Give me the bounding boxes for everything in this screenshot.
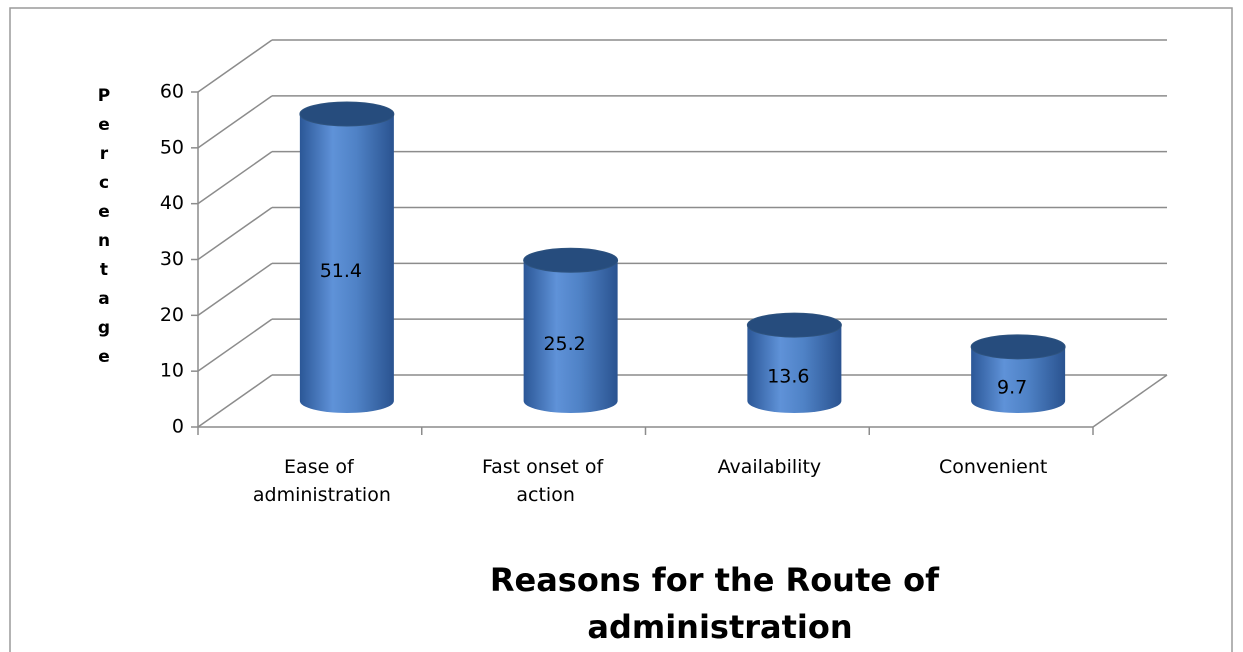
bar <box>523 247 619 413</box>
x-tick-label: Fast onset of action <box>482 456 609 506</box>
y-tick-label: 60 <box>160 81 184 103</box>
grid-line <box>197 95 273 149</box>
grid-line <box>197 206 273 261</box>
bar-top <box>299 101 395 127</box>
frame <box>9 7 1233 652</box>
y-tick-label: 40 <box>160 192 184 214</box>
grid-line <box>197 262 273 316</box>
grid-line <box>197 39 273 93</box>
y-tick-label: 50 <box>160 136 184 158</box>
floor-edge <box>1092 374 1168 428</box>
bar-body <box>971 346 1066 413</box>
grid-line <box>197 151 273 205</box>
bar-body <box>523 260 618 413</box>
bar <box>746 312 842 413</box>
y-tick-label: 0 <box>172 416 184 438</box>
bar-top <box>523 247 619 273</box>
y-tick-label: 30 <box>160 248 184 270</box>
y-axis-label: Percentage <box>94 86 114 376</box>
grid-line <box>197 318 273 372</box>
value-label: 51.4 <box>320 260 362 282</box>
y-tick-label: 20 <box>160 304 184 326</box>
x-axis-title: Reasons for the Route of administration <box>490 561 950 646</box>
x-tick-label: Availability <box>718 456 822 478</box>
grid-line <box>197 374 273 428</box>
bar-top <box>970 334 1066 360</box>
bar <box>970 334 1066 413</box>
x-tick-label: Convenient <box>939 456 1047 478</box>
y-tick-label: 10 <box>160 360 184 382</box>
bar-body <box>747 325 842 413</box>
bar-top <box>746 312 842 338</box>
x-tick-label: Ease of administration <box>253 456 391 506</box>
value-label: 25.2 <box>543 333 585 355</box>
bar <box>299 101 395 413</box>
value-label: 13.6 <box>767 366 809 388</box>
bar-body <box>299 114 394 413</box>
value-label: 9.7 <box>997 376 1027 398</box>
